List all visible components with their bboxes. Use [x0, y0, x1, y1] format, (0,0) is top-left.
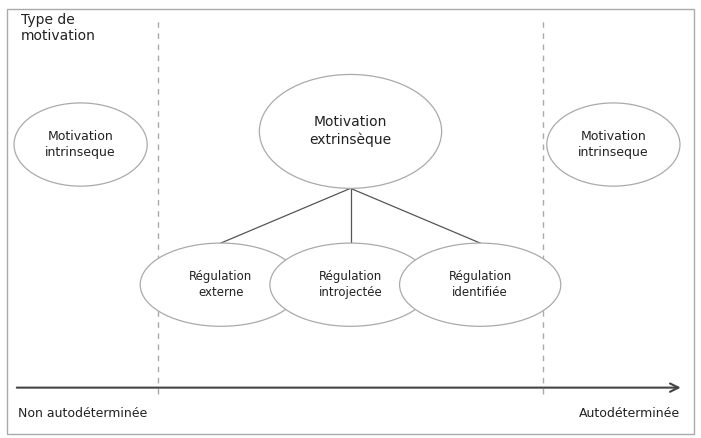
- Text: Motivation
intrinseque: Motivation intrinseque: [578, 130, 648, 159]
- Text: Régulation
identifiée: Régulation identifiée: [449, 270, 512, 299]
- Text: Autodéterminée: Autodéterminée: [579, 407, 680, 420]
- Text: Régulation
externe: Régulation externe: [189, 270, 252, 299]
- Ellipse shape: [400, 243, 561, 326]
- Text: Motivation
intrinseque: Motivation intrinseque: [46, 130, 116, 159]
- Ellipse shape: [140, 243, 301, 326]
- Ellipse shape: [270, 243, 431, 326]
- Ellipse shape: [259, 74, 442, 188]
- Text: Motivation
extrinsèque: Motivation extrinsèque: [309, 116, 392, 147]
- Text: Régulation
introjectée: Régulation introjectée: [319, 270, 382, 299]
- Text: Type de
motivation: Type de motivation: [21, 13, 96, 43]
- Text: Non autodéterminée: Non autodéterminée: [18, 407, 147, 420]
- Ellipse shape: [14, 103, 147, 186]
- Ellipse shape: [547, 103, 680, 186]
